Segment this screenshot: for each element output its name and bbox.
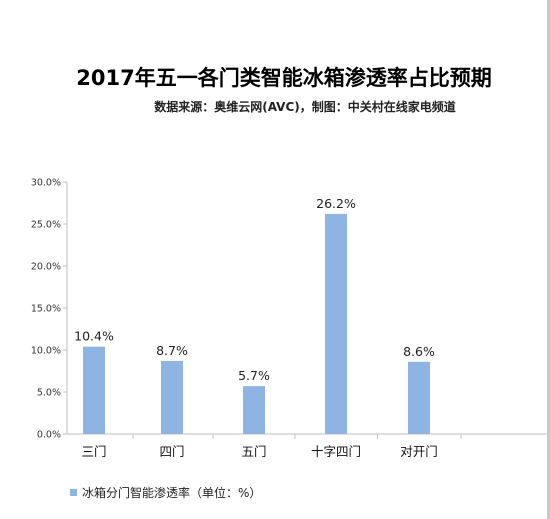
legend-swatch [70, 489, 77, 496]
data-label: 26.2% [316, 196, 356, 211]
legend-label: 冰箱分门智能渗透率（单位：%） [82, 486, 262, 500]
y-tick-label: 20.0% [31, 262, 61, 273]
x-tick-label: 三门 [81, 444, 106, 459]
bar [325, 213, 347, 434]
bar [408, 361, 430, 434]
y-tick-label: 0.0% [37, 430, 61, 441]
data-label: 8.6% [403, 344, 435, 359]
x-tick-label: 五门 [241, 444, 266, 459]
bar [83, 346, 105, 434]
legend: 冰箱分门智能渗透率（单位：%） [70, 484, 261, 501]
data-label: 5.7% [238, 368, 270, 383]
bar [161, 360, 183, 434]
y-tick-label: 10.0% [31, 346, 61, 357]
data-label: 10.4% [74, 329, 114, 344]
x-tick-label: 对开门 [400, 444, 438, 459]
y-tick-label: 15.0% [31, 304, 61, 315]
chart-title: 2017年五一各门类智能冰箱渗透率占比预期 [76, 66, 492, 90]
data-label: 8.7% [156, 343, 188, 358]
y-tick-label: 5.0% [37, 388, 61, 399]
x-tick-label: 四门 [159, 444, 184, 459]
bar [243, 386, 265, 434]
frame-edge [547, 0, 550, 519]
y-tick-label: 25.0% [31, 220, 61, 231]
y-tick-label: 30.0% [31, 178, 61, 189]
chart-subtitle: 数据来源：奥维云网(AVC)，制图：中关村在线家电频道 [154, 100, 456, 114]
x-tick-label: 十字四门 [311, 444, 361, 459]
